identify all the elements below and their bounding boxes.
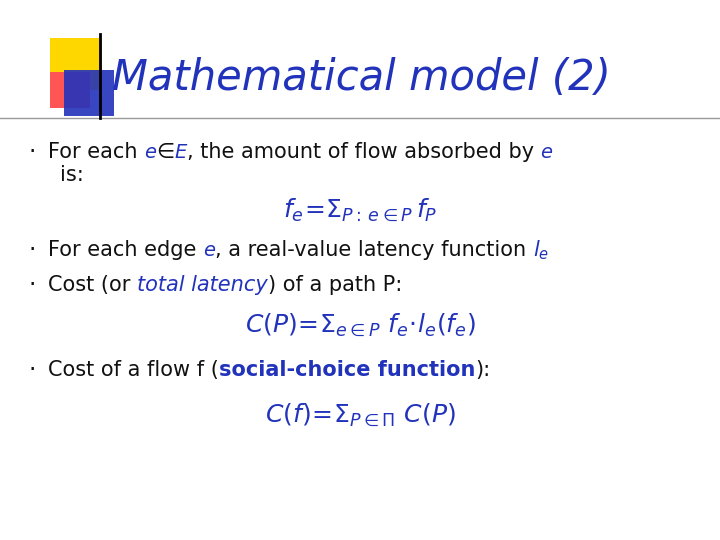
Text: $l_e$: $l_e$: [533, 238, 549, 262]
Text: ) of a path P:: ) of a path P:: [268, 275, 402, 295]
Text: $f_e\!=\!\Sigma_{P:\,e\in P}\,f_P$: $f_e\!=\!\Sigma_{P:\,e\in P}\,f_P$: [283, 197, 437, 224]
Bar: [50, 38, 102, 90]
Text: ·: ·: [28, 273, 36, 297]
Text: e: e: [203, 240, 215, 260]
Text: social-choice function: social-choice function: [219, 360, 475, 380]
Text: is:: is:: [60, 165, 84, 185]
Text: ∈: ∈: [156, 142, 174, 162]
Text: For each edge: For each edge: [48, 240, 203, 260]
Text: , a real-value latency function: , a real-value latency function: [215, 240, 533, 260]
Bar: [50, 72, 90, 108]
Text: ):: ):: [475, 360, 490, 380]
Text: Cost (or: Cost (or: [48, 275, 137, 295]
Text: total latency: total latency: [137, 275, 268, 295]
Text: $C(f)\!=\!\Sigma_{P\in\Pi}\ C(P)$: $C(f)\!=\!\Sigma_{P\in\Pi}\ C(P)$: [264, 401, 456, 429]
Text: Mathematical model (2): Mathematical model (2): [112, 57, 611, 99]
Text: E: E: [174, 143, 186, 161]
Text: ·: ·: [28, 358, 36, 382]
Text: e: e: [144, 143, 156, 161]
Text: ·: ·: [28, 238, 36, 262]
Text: For each: For each: [48, 142, 144, 162]
Text: , the amount of flow absorbed by: , the amount of flow absorbed by: [186, 142, 541, 162]
Text: e: e: [541, 143, 552, 161]
Text: ·: ·: [28, 140, 36, 164]
Text: Cost of a flow f (: Cost of a flow f (: [48, 360, 219, 380]
Bar: [64, 70, 114, 116]
Text: $C(P)\!=\!\Sigma_{e\in P}\ f_e\!\cdot\! l_e(f_e)$: $C(P)\!=\!\Sigma_{e\in P}\ f_e\!\cdot\! …: [245, 311, 475, 339]
